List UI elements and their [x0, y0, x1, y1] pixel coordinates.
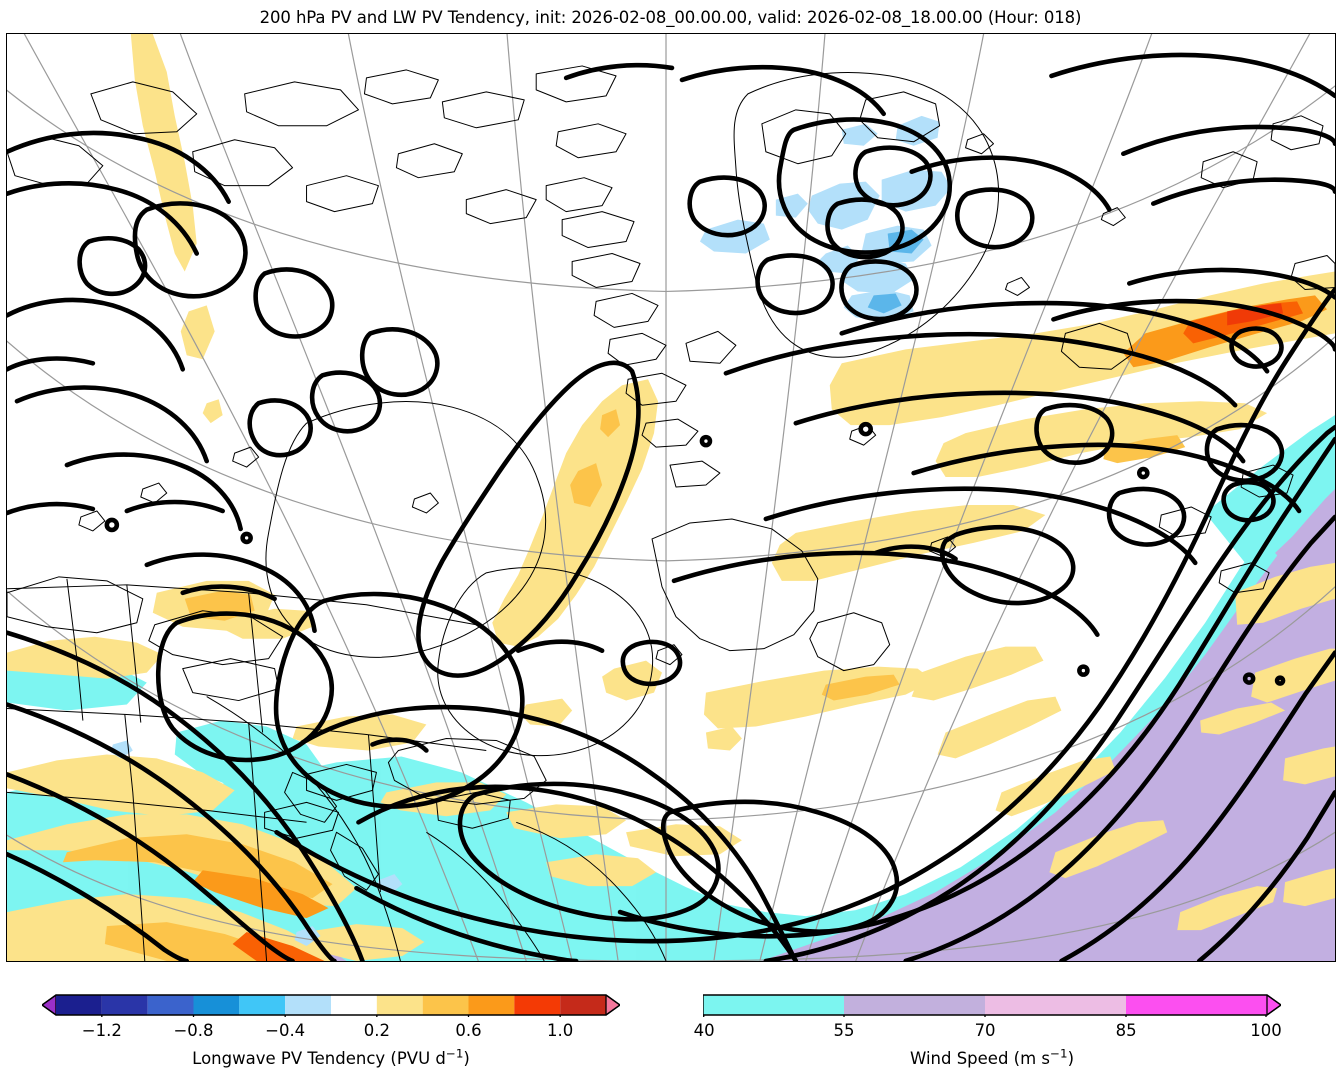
pv-tick-label: −0.8 — [173, 1021, 214, 1040]
wind-tick-label: 70 — [974, 1021, 996, 1040]
pv-tendency-axis-label: Longwave PV Tendency (PVU d−1) — [42, 1046, 620, 1068]
wind-speed-tick-labels: 40 55 70 85 100 — [694, 1021, 1282, 1041]
wind-tick-label: 100 — [1250, 1021, 1282, 1040]
pv-tendency-tick-labels: −1.2 −0.8 −0.4 0.2 0.6 1.0 — [42, 1021, 620, 1041]
pv-tick-label: 0.6 — [455, 1021, 482, 1040]
graticule — [7, 34, 1335, 961]
pv-tendency-colorbar-swatches — [42, 994, 620, 1017]
pv-axis-label-end: ) — [463, 1049, 470, 1068]
page-title: 200 hPa PV and LW PV Tendency, init: 202… — [259, 8, 1082, 27]
wind-tick-label: 40 — [693, 1021, 715, 1040]
wind-speed-colorbar-swatches — [703, 994, 1281, 1017]
wind-axis-label-main: Wind Speed (m s — [910, 1049, 1051, 1068]
pv-tick-label: 1.0 — [547, 1021, 574, 1040]
wind-speed-colorbar[interactable] — [703, 993, 1281, 1017]
wind-tick-label: 55 — [833, 1021, 855, 1040]
pv-contours — [7, 52, 1335, 961]
pv-tick-label: 0.2 — [363, 1021, 390, 1040]
wind-axis-label-end: ) — [1067, 1049, 1074, 1068]
map-panel[interactable] — [6, 33, 1336, 962]
map-plot-area — [7, 34, 1335, 961]
wind-axis-label-exponent: −1 — [1050, 1046, 1068, 1061]
pv-axis-label-exponent: −1 — [445, 1046, 464, 1061]
pv-axis-label-main: Longwave PV Tendency (PVU d — [192, 1049, 446, 1068]
pv-tick-label: −0.4 — [265, 1021, 306, 1040]
pv-tendency-colorbar[interactable] — [42, 993, 620, 1017]
pv-tick-label: −1.2 — [81, 1021, 122, 1040]
wind-tick-label: 85 — [1115, 1021, 1137, 1040]
wind-speed-axis-label: Wind Speed (m s−1) — [703, 1046, 1281, 1068]
